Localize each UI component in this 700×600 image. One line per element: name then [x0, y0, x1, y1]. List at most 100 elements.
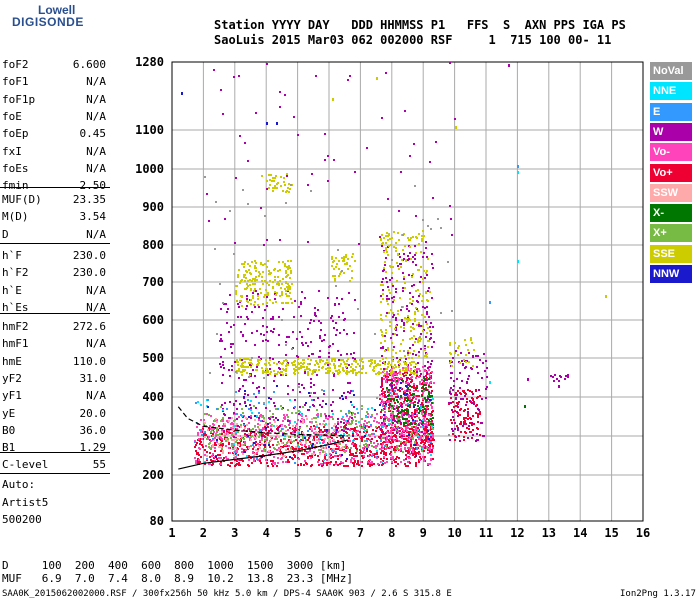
echo-point-vo: [348, 437, 350, 439]
echo-point-x: [410, 447, 412, 449]
echo-point-sse: [382, 358, 384, 360]
echo-point-sse: [238, 269, 240, 271]
echo-point-sse: [306, 366, 308, 368]
legend-nne: NNE: [650, 82, 692, 101]
echo-point-nne: [250, 400, 252, 402]
echo-point-w: [320, 329, 322, 331]
echo-point-x: [409, 404, 411, 406]
x-tick-label: 3: [231, 526, 238, 540]
echo-point-sse: [338, 369, 340, 371]
echo-point-sse: [334, 360, 336, 362]
echo-point-vo: [238, 462, 240, 464]
echo-point-w: [483, 435, 485, 437]
echo-point-vo: [371, 461, 373, 463]
echo-point-sse: [269, 179, 271, 181]
param-value: N/A: [86, 109, 106, 123]
echo-point-nnw: [341, 395, 343, 397]
echo-point-w: [340, 354, 342, 356]
echo-point-vo: [295, 448, 297, 450]
echo-point-vo: [406, 456, 408, 458]
echo-point-vo: [324, 413, 326, 415]
echo-point-w: [424, 345, 426, 347]
echo-point-ssw: [204, 422, 206, 424]
echo-point-nnw: [264, 444, 266, 446]
echo-point-w: [349, 75, 351, 77]
echo-point-vo: [397, 463, 399, 465]
echo-point-vo: [198, 454, 200, 456]
echo-point-sse: [272, 281, 274, 283]
echo-point-vo: [331, 437, 333, 439]
echo-point-vo: [222, 425, 224, 427]
echo-point-w: [451, 428, 453, 430]
echo-point-w: [234, 242, 236, 244]
echo-point-sse: [247, 358, 249, 360]
echo-point-sse: [454, 352, 456, 354]
echo-point-vo: [409, 392, 411, 394]
echo-point-w: [307, 241, 309, 243]
echo-point-x: [366, 411, 368, 413]
echo-point-vo: [337, 421, 339, 423]
echo-point-ssw: [333, 448, 335, 450]
echo-point-ssw: [246, 424, 248, 426]
echo-point-sse: [410, 364, 412, 366]
echo-point-nnw: [253, 442, 255, 444]
echo-point-sse: [395, 247, 397, 249]
echo-point-vo: [367, 444, 369, 446]
echo-point-vo: [194, 457, 196, 459]
echo-point-vo: [209, 456, 211, 458]
echo-point-nnw: [261, 456, 263, 458]
echo-point-vo: [424, 420, 426, 422]
echo-point-sse: [415, 307, 417, 309]
echo-point-sse: [408, 357, 410, 359]
separator-line: [0, 313, 110, 314]
echo-point-w: [484, 370, 486, 372]
echo-point-w: [318, 290, 320, 292]
echo-point-sse: [270, 174, 272, 176]
echo-point-vo: [388, 401, 390, 403]
echo-point-vo: [423, 458, 425, 460]
echo-point-w: [284, 94, 286, 96]
echo-point-sse: [410, 326, 412, 328]
echo-point-ssw: [311, 418, 313, 420]
echo-point-vo: [423, 450, 425, 452]
echo-point-sse: [285, 272, 287, 274]
echo-point-w: [431, 297, 433, 299]
echo-point-vo: [421, 379, 423, 381]
echo-point-sse: [304, 369, 306, 371]
echo-point-x: [398, 412, 400, 414]
echo-point-nnw: [408, 434, 410, 436]
echo-point-vo: [405, 404, 407, 406]
echo-point-w: [449, 392, 451, 394]
legend-vo-: Vo-: [650, 143, 692, 162]
echo-point-nne: [319, 435, 321, 437]
echo-point-x: [427, 405, 429, 407]
echo-point-sse: [291, 362, 293, 364]
echo-point-nnw: [244, 390, 246, 392]
echo-point-w: [459, 387, 461, 389]
echo-point-w: [303, 387, 305, 389]
echo-point-sse: [310, 359, 312, 361]
echo-point-w: [381, 117, 383, 119]
echo-point-vo: [381, 399, 383, 401]
echo-point-nnw: [415, 455, 417, 457]
echo-point-vo: [366, 431, 368, 433]
echo-point-w: [277, 429, 279, 431]
echo-point-ssw: [274, 421, 276, 423]
echo-point-sse: [337, 372, 339, 374]
echo-point-w: [413, 284, 415, 286]
echo-point-sse: [242, 369, 244, 371]
echo-point-vo: [405, 427, 407, 429]
echo-point-x: [208, 443, 210, 445]
echo-point-e: [199, 429, 201, 431]
echo-point-vo: [466, 401, 468, 403]
echo-point-ssw: [218, 443, 220, 445]
echo-point-sse: [285, 191, 287, 193]
echo-point-sse: [391, 359, 393, 361]
echo-point-sse: [291, 283, 293, 285]
echo-point-vo: [238, 464, 240, 466]
echo-point-vo: [204, 454, 206, 456]
echo-point-sse: [287, 268, 289, 270]
echo-point-vo: [208, 436, 210, 438]
echo-point-vo: [209, 452, 211, 454]
echo-point-sse: [251, 280, 253, 282]
